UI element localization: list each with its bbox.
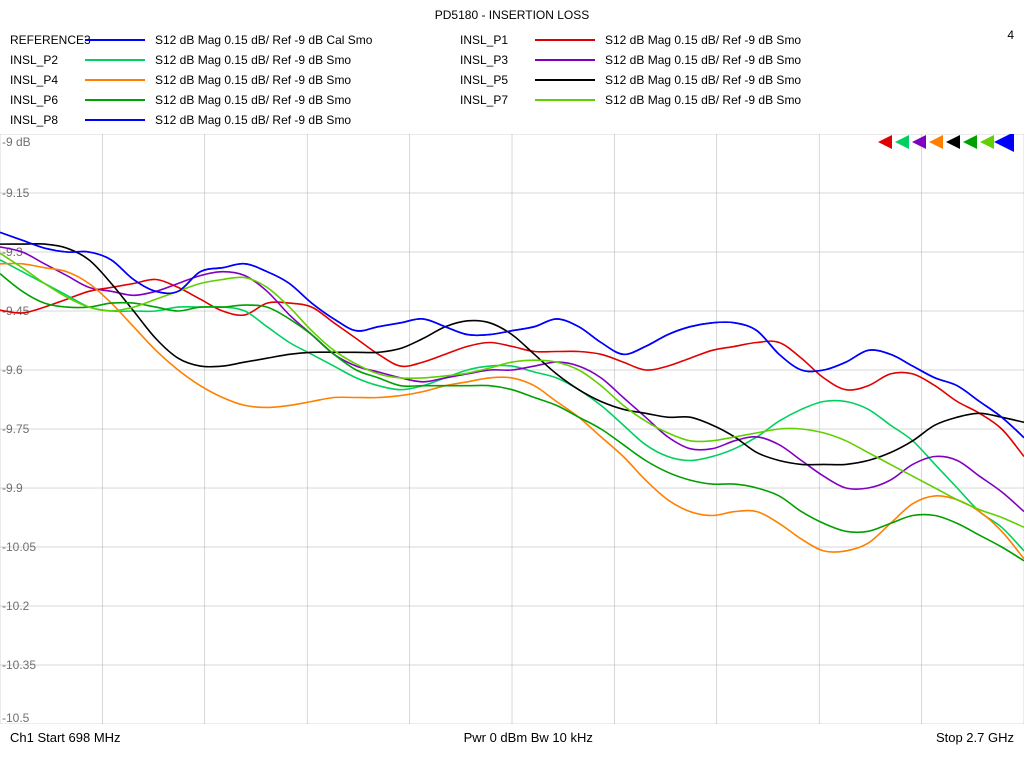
- trace-desc: S12 dB Mag 0.15 dB/ Ref -9 dB Smo: [605, 53, 801, 67]
- legend-row: INSL_P8 S12 dB Mag 0.15 dB/ Ref -9 dB Smo: [10, 110, 1014, 130]
- legend-cell: INSL_P3 S12 dB Mag 0.15 dB/ Ref -9 dB Smo: [460, 53, 910, 67]
- trace-swatch: [535, 59, 595, 61]
- trace-name: INSL_P7: [460, 93, 535, 107]
- legend-cell: REFERENCE3 S12 dB Mag 0.15 dB/ Ref -9 dB …: [10, 33, 460, 47]
- marker-icon: [878, 135, 892, 149]
- trace-swatch: [535, 39, 595, 41]
- trace-desc: S12 dB Mag 0.15 dB/ Ref -9 dB Smo: [155, 53, 351, 67]
- legend-cell: INSL_P5 S12 dB Mag 0.15 dB/ Ref -9 dB Smo: [460, 73, 910, 87]
- legend-row: INSL_P4 S12 dB Mag 0.15 dB/ Ref -9 dB Smo…: [10, 70, 1014, 90]
- trace-name: INSL_P5: [460, 73, 535, 87]
- trace-name: INSL_P4: [10, 73, 85, 87]
- y-axis-label: -9.6: [2, 363, 23, 377]
- legend-cell: INSL_P1 S12 dB Mag 0.15 dB/ Ref -9 dB Smo: [460, 33, 910, 47]
- trace-desc: S12 dB Mag 0.15 dB/ Ref -9 dB Smo: [605, 73, 801, 87]
- legend-row: INSL_P2 S12 dB Mag 0.15 dB/ Ref -9 dB Smo…: [10, 50, 1014, 70]
- y-axis-label: -10.2: [2, 599, 30, 613]
- footer-mid: Pwr 0 dBm Bw 10 kHz: [464, 730, 593, 745]
- footer-start: Ch1 Start 698 MHz: [10, 730, 121, 745]
- trace-name: INSL_P6: [10, 93, 85, 107]
- legend-row: INSL_P6 S12 dB Mag 0.15 dB/ Ref -9 dB Smo…: [10, 90, 1014, 110]
- legend: REFERENCE3 S12 dB Mag 0.15 dB/ Ref -9 dB …: [0, 28, 1024, 134]
- marker-icon: [946, 135, 960, 149]
- trace-swatch: [85, 59, 145, 61]
- legend-cell: INSL_P2 S12 dB Mag 0.15 dB/ Ref -9 dB Smo: [10, 53, 460, 67]
- legend-cell: INSL_P8 S12 dB Mag 0.15 dB/ Ref -9 dB Smo: [10, 113, 460, 127]
- legend-cell: INSL_P7 S12 dB Mag 0.15 dB/ Ref -9 dB Smo: [460, 93, 910, 107]
- marker-icon: [994, 134, 1014, 152]
- y-axis-label: -9.75: [2, 422, 30, 436]
- trace-name: REFERENCE3: [10, 33, 85, 47]
- trace-swatch: [535, 99, 595, 101]
- marker-icon: [963, 135, 977, 149]
- trace-name: INSL_P2: [10, 53, 85, 67]
- trace-desc: S12 dB Mag 0.15 dB/ Ref -9 dB Smo: [605, 33, 801, 47]
- legend-row: REFERENCE3 S12 dB Mag 0.15 dB/ Ref -9 dB …: [10, 30, 1014, 50]
- trace-desc: S12 dB Mag 0.15 dB/ Ref -9 dB Smo: [605, 93, 801, 107]
- marker-icon: [895, 135, 909, 149]
- trace-desc: S12 dB Mag 0.15 dB/ Ref -9 dB Smo: [155, 93, 351, 107]
- trace-name: INSL_P8: [10, 113, 85, 127]
- marker-icon: [912, 135, 926, 149]
- chart-title: PD5180 - INSERTION LOSS: [0, 0, 1024, 28]
- y-axis-label: -9 dB: [2, 135, 31, 149]
- trace-name: INSL_P1: [460, 33, 535, 47]
- footer-stop: Stop 2.7 GHz: [936, 730, 1014, 745]
- line-chart: -9 dB-9.15-9.3-9.45-9.6-9.75-9.9-10.05-1…: [0, 134, 1024, 724]
- trace-swatch: [85, 39, 145, 41]
- footer-status: Ch1 Start 698 MHz Pwr 0 dBm Bw 10 kHz St…: [0, 724, 1024, 745]
- legend-cell: INSL_P6 S12 dB Mag 0.15 dB/ Ref -9 dB Smo: [10, 93, 460, 107]
- chart-area: -9 dB-9.15-9.3-9.45-9.6-9.75-9.9-10.05-1…: [0, 134, 1024, 724]
- y-axis-label: -10.5: [2, 711, 30, 724]
- marker-icon: [980, 135, 994, 149]
- trace-swatch: [535, 79, 595, 81]
- y-axis-label: -10.05: [2, 540, 36, 554]
- trace-desc: S12 dB Mag 0.15 dB/ Ref -9 dB Cal Smo: [155, 33, 372, 47]
- legend-cell: INSL_P4 S12 dB Mag 0.15 dB/ Ref -9 dB Smo: [10, 73, 460, 87]
- y-axis-label: -10.35: [2, 658, 36, 672]
- trace-desc: S12 dB Mag 0.15 dB/ Ref -9 dB Smo: [155, 73, 351, 87]
- trace-swatch: [85, 79, 145, 81]
- trace-name: INSL_P3: [460, 53, 535, 67]
- trace-swatch: [85, 99, 145, 101]
- marker-icon: [929, 135, 943, 149]
- y-axis-label: -9.9: [2, 481, 23, 495]
- trace-desc: S12 dB Mag 0.15 dB/ Ref -9 dB Smo: [155, 113, 351, 127]
- y-axis-label: -9.15: [2, 186, 30, 200]
- marker-number: 4: [1007, 28, 1014, 42]
- trace-swatch: [85, 119, 145, 121]
